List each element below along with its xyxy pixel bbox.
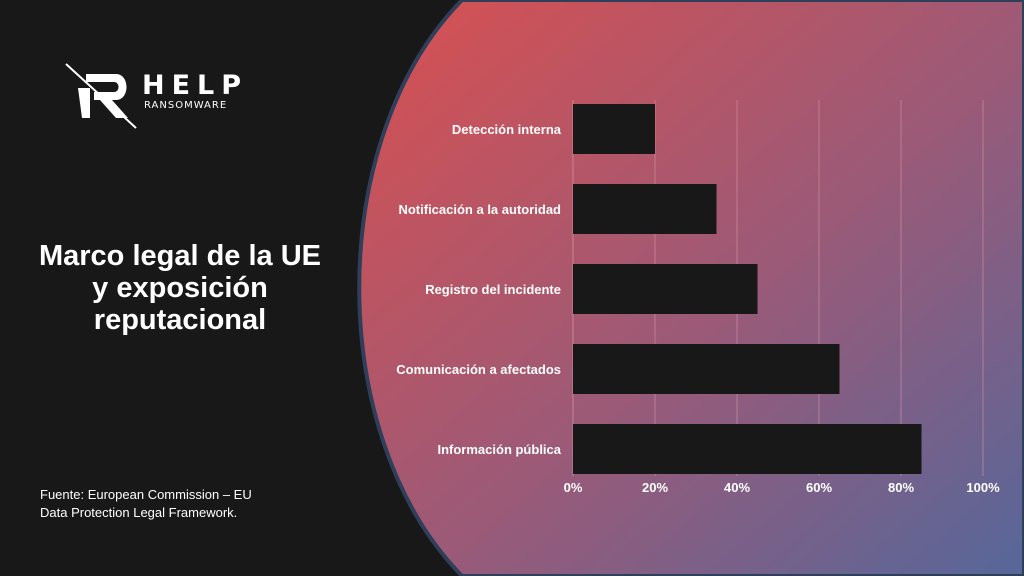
category-label: Detección interna (452, 122, 562, 137)
x-tick-label: 20% (642, 480, 668, 495)
x-tick-label: 40% (724, 480, 750, 495)
bar (573, 424, 922, 474)
bar (573, 264, 758, 314)
help-ransomware-logo: HELP RANSOMWARE (64, 62, 244, 132)
x-tick-label: 0% (564, 480, 583, 495)
category-label: Comunicación a afectados (396, 362, 561, 377)
bar (573, 344, 840, 394)
logo-r-mark-icon (65, 63, 137, 129)
page-title: Marco legal de la UE y exposición reputa… (38, 240, 322, 336)
category-label: Registro del incidente (425, 282, 561, 297)
x-tick-label: 100% (966, 480, 1000, 495)
brand-subtitle: RANSOMWARE (144, 100, 228, 111)
category-label: Información pública (437, 442, 561, 457)
bar (573, 104, 655, 154)
source-note: Fuente: European Commission – EU Data Pr… (40, 487, 252, 520)
x-tick-label: 60% (806, 480, 832, 495)
brand-name: HELP (142, 70, 249, 101)
bar (573, 184, 717, 234)
x-tick-label: 80% (888, 480, 914, 495)
category-label: Notificación a la autoridad (398, 202, 561, 217)
